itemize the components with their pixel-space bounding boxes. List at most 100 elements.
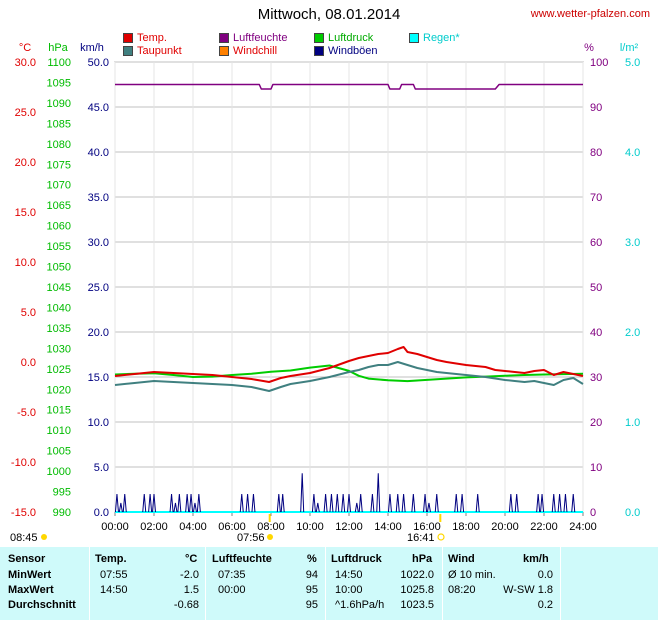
tick-label-rain: 5.0	[625, 57, 640, 69]
gust-spike	[315, 502, 320, 513]
legend-swatch-windchill	[219, 46, 229, 56]
stats-cell: 95	[305, 584, 318, 596]
stats-row-label: Durchschnitt	[8, 599, 76, 611]
gust-spike	[276, 493, 281, 513]
tick-label-x: 22:00	[530, 521, 558, 533]
gust-spike	[118, 502, 123, 513]
stats-cell: 14:50	[335, 569, 363, 581]
gust-spike	[475, 493, 480, 513]
site-link[interactable]: www.wetter-pfalzen.com	[530, 8, 650, 20]
tick-label-pressure: 1085	[47, 118, 71, 130]
tick-label-pressure: 1045	[47, 282, 71, 294]
gust-spike	[245, 493, 250, 513]
tick-label-pressure: 1095	[47, 77, 71, 89]
stats-cell: Ø 10 min.	[448, 569, 496, 581]
legend-label-temp: Temp.	[137, 32, 167, 44]
axis-header-wind: km/h	[80, 42, 104, 54]
legend-item-windchill: Windchill	[219, 45, 277, 57]
tick-label-wind: 50.0	[88, 57, 109, 69]
stats-cell: 94	[305, 569, 318, 581]
gust-spike	[540, 493, 545, 513]
gust-spike	[192, 502, 197, 513]
tick-label-wind: 30.0	[88, 237, 109, 249]
tick-label-pressure: 1070	[47, 180, 71, 192]
gust-spike	[300, 473, 305, 513]
tick-label-wind: 40.0	[88, 147, 109, 159]
legend-swatch-humidity	[219, 33, 229, 43]
legend-swatch-pressure	[314, 33, 324, 43]
stats-divider	[325, 547, 326, 620]
gust-spike	[423, 493, 428, 513]
tick-label-humidity: 70	[590, 192, 602, 204]
tick-label-rain: 1.0	[625, 417, 640, 429]
gust-spike	[251, 493, 256, 513]
gust-spike	[434, 493, 439, 513]
gust-spike	[426, 502, 431, 513]
stats-header-pressure-unit: hPa	[412, 553, 433, 565]
stats-divider	[442, 547, 443, 620]
axis-header-temp: °C	[19, 42, 31, 54]
stats-header-humidity: Luftfeuchte	[212, 553, 272, 565]
gust-spike	[239, 493, 244, 513]
gust-spike	[311, 493, 316, 513]
tick-label-temp: 25.0	[15, 107, 36, 119]
tick-label-pressure: 1100	[47, 57, 71, 69]
stats-cell: 0.0	[537, 569, 553, 581]
series-line-temp	[114, 346, 584, 383]
stats-cell: 1025.8	[400, 584, 434, 596]
tick-label-pressure: 1000	[47, 466, 71, 478]
tick-label-wind: 20.0	[88, 327, 109, 339]
tick-label-temp: 20.0	[15, 157, 36, 169]
legend-label-rain: Regen*	[423, 32, 460, 44]
tick-label-x: 20:00	[491, 521, 519, 533]
tick-label-pressure: 1065	[47, 200, 71, 212]
tick-label-x: 24:00	[569, 521, 597, 533]
stats-cell: 00:00	[218, 584, 246, 596]
stats-header-wind-unit: km/h	[523, 553, 549, 565]
stats-cell: 10:00	[335, 584, 363, 596]
tick-label-x: 02:00	[140, 521, 168, 533]
axis-header-rain: l/m²	[620, 42, 639, 54]
tick-label-humidity: 40	[590, 327, 602, 339]
legend-swatch-gusts	[314, 46, 324, 56]
gust-spike	[148, 493, 153, 513]
tick-label-rain: 0.0	[625, 507, 640, 519]
legend-swatch-dewpoint	[123, 46, 133, 56]
tick-label-humidity: 50	[590, 282, 602, 294]
stats-cell: -2.0	[180, 569, 199, 581]
gust-spike	[152, 493, 156, 513]
gust-spike	[508, 493, 513, 513]
gust-spike	[358, 493, 363, 513]
gust-spike	[173, 502, 178, 513]
stats-row-label: MinWert	[8, 569, 52, 581]
tick-label-pressure: 1010	[47, 425, 71, 437]
stats-cell: 95	[305, 599, 318, 611]
tick-label-humidity: 80	[590, 147, 602, 159]
gust-spike	[557, 493, 562, 513]
sun-icon	[41, 534, 47, 540]
tick-label-pressure: 1040	[47, 302, 71, 314]
gust-spike	[341, 493, 346, 513]
stats-header-temp: Temp.	[95, 553, 127, 565]
stats-cell: -0.68	[173, 599, 199, 611]
sun-label-sunset: 16:41	[407, 532, 435, 544]
tick-label-wind: 25.0	[88, 282, 109, 294]
stats-cell: W-SW 1.8	[503, 584, 553, 596]
stats-cell: 1022.0	[400, 569, 434, 581]
tick-label-wind: 15.0	[88, 372, 109, 384]
stats-cell: ^1.6hPa/h	[335, 599, 385, 611]
gust-spike	[536, 493, 541, 513]
tick-label-rain: 2.0	[625, 327, 640, 339]
tick-label-x: 08:00	[257, 521, 285, 533]
gust-spike	[563, 493, 568, 513]
stats-divider	[89, 547, 90, 620]
tick-label-x: 18:00	[452, 521, 480, 533]
sun-icon	[267, 534, 273, 540]
tick-label-pressure: 1090	[47, 98, 71, 110]
moon-icon	[437, 533, 445, 541]
tick-label-temp: 5.0	[21, 307, 36, 319]
tick-label-rain: 3.0	[625, 237, 640, 249]
tick-label-humidity: 0	[590, 507, 596, 519]
tick-label-pressure: 995	[53, 487, 71, 499]
legend-item-temp: Temp.	[123, 32, 167, 44]
